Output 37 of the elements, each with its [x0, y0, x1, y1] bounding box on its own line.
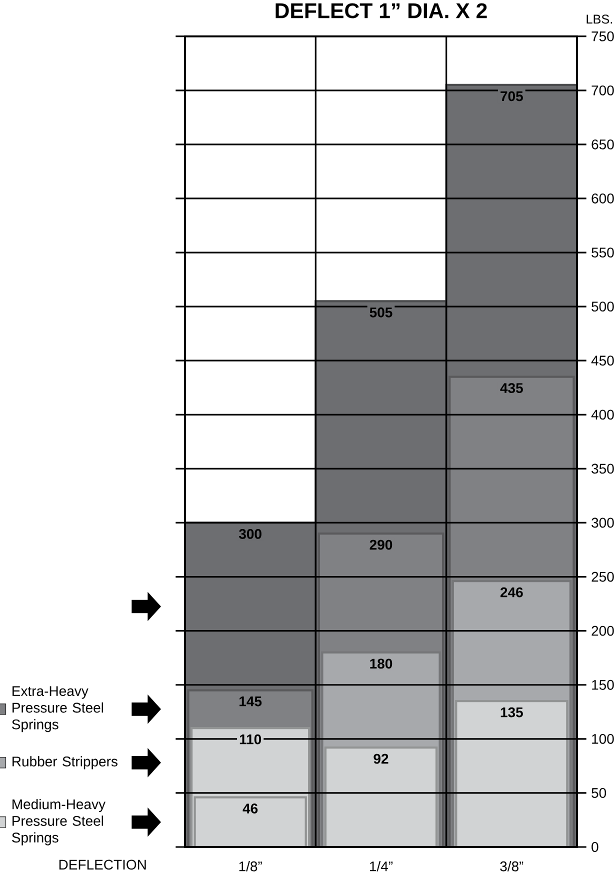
y-tick-label: 200 [592, 626, 614, 636]
y-axis-title: LBS. [586, 14, 612, 24]
y-tick-label: 550 [592, 248, 614, 258]
chart-title: DEFLECT 1” DIA. X 2 [276, 3, 487, 18]
data-label: 46 [242, 804, 258, 814]
data-label: 300 [238, 529, 262, 539]
y-tick-label: 350 [592, 464, 614, 474]
y-tick-label: 450 [591, 356, 614, 366]
data-label: 92 [374, 754, 388, 764]
y-tick-label: 750 [592, 31, 614, 42]
y-tick-label: 0 [592, 842, 598, 852]
y-tick-label: 600 [592, 194, 614, 204]
data-label: 135 [500, 707, 523, 718]
data-label: 435 [500, 383, 523, 394]
data-label: 246 [500, 587, 523, 598]
y-tick-label: 500 [592, 302, 614, 312]
x-axis-title: DEFLECTION [59, 860, 146, 870]
y-tick-label: 100 [592, 734, 614, 744]
data-label: 505 [370, 307, 392, 318]
y-tick-label: 250 [592, 572, 614, 582]
x-tick-label: 1/4” [370, 861, 393, 872]
y-tick-label: 700 [592, 85, 614, 96]
data-label: 110 [240, 734, 262, 744]
data-label: 705 [500, 91, 523, 102]
data-label: 180 [370, 658, 392, 669]
y-tick-label: 300 [592, 518, 614, 528]
data-label: 290 [370, 540, 392, 550]
y-tick-label: 650 [592, 139, 614, 150]
y-tick-label: 150 [592, 680, 614, 690]
y-tick-label: 50 [592, 788, 606, 798]
data-label: 145 [240, 696, 262, 706]
legend-label: Rubber Strippers [12, 756, 118, 770]
y-tick-label: 400 [591, 410, 614, 420]
x-tick-label: 1/8” [239, 861, 262, 872]
x-tick-label: 3/8” [500, 861, 524, 872]
legend-label: Medium-Heavy Pressure Steel Springs [12, 798, 106, 846]
legend-label: Extra-Heavy Pressure Steel Springs [12, 686, 104, 732]
